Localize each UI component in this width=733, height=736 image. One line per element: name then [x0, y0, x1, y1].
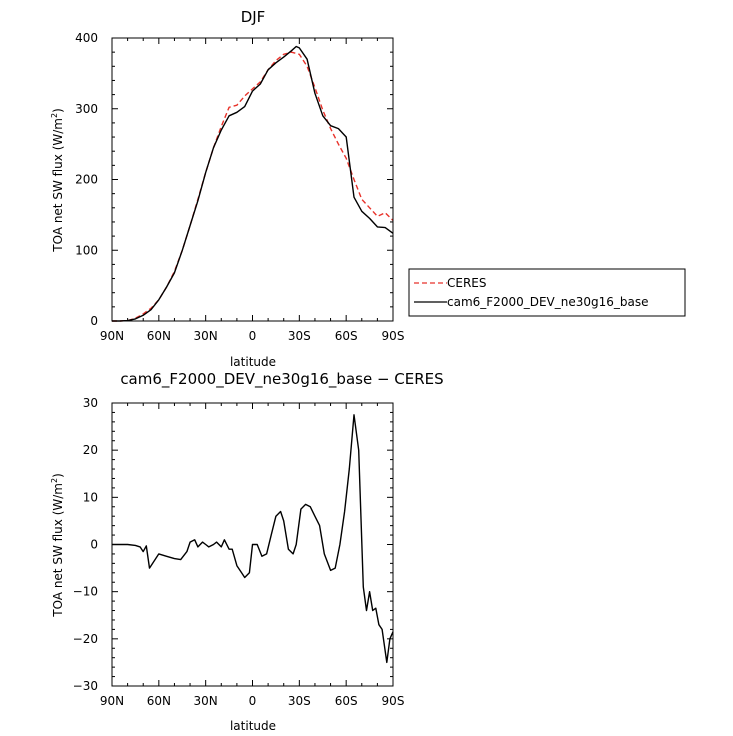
bottom-chart-ytick-label-5: 20: [83, 443, 98, 457]
top-chart-ytick-label-0: 0: [90, 314, 98, 328]
top-chart-series-group: [112, 45, 394, 322]
top-chart-series-ceres: [112, 51, 394, 322]
bottom-chart-ytick-label-6: 30: [83, 396, 98, 410]
legend: CERES cam6_F2000_DEV_ne30g16_base: [408, 268, 686, 317]
top-chart-ylabel-close: ): [51, 108, 65, 113]
bottom-chart-ytick-label-3: 0: [90, 538, 98, 552]
top-chart-ylabel-main: TOA net SW flux (W/m: [51, 118, 65, 253]
top-chart-ticks: 90N 60N 30N 0 30S 60S 90S 0 100 200 300 400: [75, 31, 404, 343]
top-chart-ylabel: TOA net SW flux (W/m2): [50, 108, 65, 253]
bottom-chart-ytick-label-2: −10: [73, 585, 98, 599]
top-chart-xtick-label-3: 0: [249, 329, 257, 343]
bottom-chart-panel: cam6_F2000_DEV_ne30g16_base − CERES lati…: [50, 370, 444, 733]
bottom-chart-ylabel-main: TOA net SW flux (W/m: [51, 483, 65, 618]
top-chart-ylabel-exponent: 2: [50, 113, 59, 118]
bottom-chart-series-group: [112, 414, 394, 664]
top-chart-xtick-label-1: 60N: [147, 329, 171, 343]
top-chart-xtick-label-6: 90S: [382, 329, 405, 343]
legend-label-ceres: CERES: [447, 276, 487, 290]
bottom-chart-ticks: 90N 60N 30N 0 30S 60S 90S −30 −20 −10 0 10 20 30: [73, 396, 405, 708]
legend-label-model: cam6_F2000_DEV_ne30g16_base: [447, 295, 649, 309]
top-chart-xtick-label-0: 90N: [100, 329, 124, 343]
bottom-chart-xtick-label-6: 90S: [382, 694, 405, 708]
bottom-chart-ylabel-close: ): [51, 473, 65, 478]
bottom-chart-ylabel-exponent: 2: [50, 478, 59, 483]
bottom-chart-frame: [111, 402, 394, 687]
bottom-chart-ytick-label-4: 10: [83, 490, 98, 504]
top-chart-ytick-label-1: 100: [75, 243, 98, 257]
bottom-chart-xtick-label-3: 0: [249, 694, 257, 708]
top-chart-xtick-label-2: 30N: [194, 329, 218, 343]
top-chart-ytick-label-4: 400: [75, 31, 98, 45]
top-chart-ytick-label-3: 300: [75, 102, 98, 116]
bottom-chart-ytick-label-1: −20: [73, 632, 98, 646]
bottom-chart-xlabel: latitude: [230, 719, 276, 733]
bottom-chart-xtick-label-4: 30S: [288, 694, 311, 708]
bottom-chart-xtick-label-2: 30N: [194, 694, 218, 708]
bottom-chart-ytick-label-0: −30: [73, 679, 98, 693]
top-chart-frame: [111, 37, 394, 322]
legend-box: [408, 268, 686, 317]
bottom-chart-xtick-label-1: 60N: [147, 694, 171, 708]
bottom-chart-title: cam6_F2000_DEV_ne30g16_base − CERES: [120, 370, 443, 389]
bottom-chart-ylabel: TOA net SW flux (W/m2): [50, 473, 65, 618]
bottom-chart-series-difference: [112, 414, 394, 664]
top-chart-title: DJF: [241, 8, 266, 26]
top-chart-panel: DJF latitude TOA net SW flux (W/m2) 90N 6…: [50, 8, 404, 369]
top-chart-xtick-label-4: 30S: [288, 329, 311, 343]
bottom-chart-xtick-label-0: 90N: [100, 694, 124, 708]
top-chart-xlabel: latitude: [230, 355, 276, 369]
top-chart-series-cam6-f2000-dev-ne30g16-base: [112, 45, 394, 322]
top-chart-xtick-label-5: 60S: [335, 329, 358, 343]
bottom-chart-xtick-label-5: 60S: [335, 694, 358, 708]
top-chart-ytick-label-2: 200: [75, 173, 98, 187]
